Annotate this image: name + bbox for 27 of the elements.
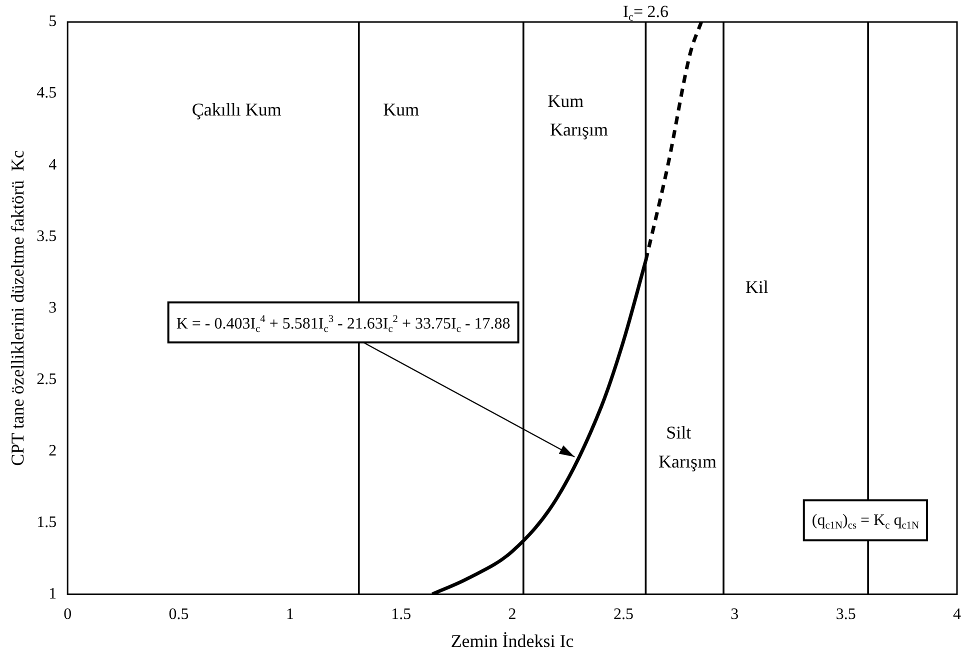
x-tick-label: 1 [286, 606, 294, 624]
y-tick-label: 1.5 [36, 514, 57, 531]
y-tick-label: 4 [48, 156, 57, 174]
annotation: Karışım [550, 119, 608, 140]
y-tick-label: 5 [48, 13, 57, 30]
annotation: Silt [666, 422, 692, 443]
y-axis-title: CPT tane özelliklerini düzeltme faktörü Kc [8, 150, 28, 466]
y-tick-label: 2 [48, 442, 57, 460]
annotation: Kil [745, 276, 768, 297]
y-tick-label: 2.5 [36, 370, 57, 388]
x-tick-label: 3.5 [836, 606, 856, 624]
y-tick-label: 3.5 [36, 228, 57, 245]
annotation: Çakıllı Kum [192, 99, 282, 120]
x-tick-label: 4 [953, 606, 961, 624]
annotation: Karışım [658, 451, 717, 472]
annotation: Kum [383, 99, 420, 120]
x-tick-label: 0 [64, 606, 72, 624]
y-tick-label: 1 [48, 585, 57, 602]
y-tick-label: 4.5 [36, 84, 57, 102]
x-tick-label: 1.5 [391, 606, 412, 624]
x-tick-label: 2 [508, 606, 516, 624]
x-tick-label: 0.5 [168, 606, 189, 624]
x-tick-label: 2.5 [613, 606, 634, 624]
x-tick-label: 3 [730, 606, 739, 624]
y-tick-label: 3 [48, 299, 57, 316]
x-axis-title: Zemin İndeksi Ic [450, 630, 574, 651]
annotation: Kum [548, 90, 584, 111]
